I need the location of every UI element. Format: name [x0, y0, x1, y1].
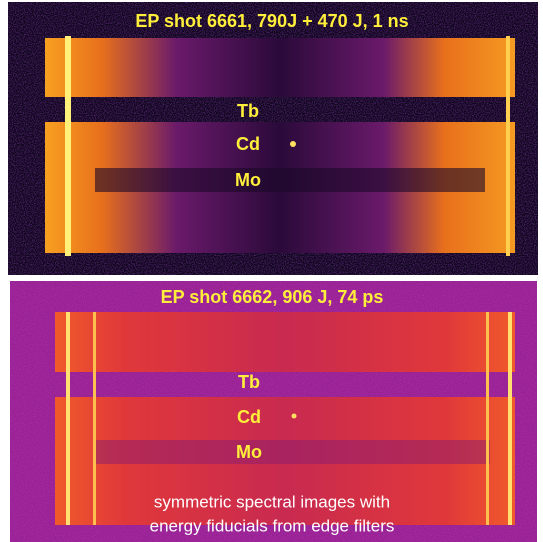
fiducial-line: [93, 312, 96, 525]
filter-shadow: [95, 440, 490, 464]
filter-label: Mo: [236, 442, 262, 462]
page: EP shot 6661, 790J + 470 J, 1 ns Tb Cd M…: [0, 0, 543, 542]
filter-label: Tb: [237, 101, 259, 121]
filter-shadow: [95, 168, 485, 192]
fiducial-line: [65, 36, 71, 256]
filter-label: Cd: [237, 407, 261, 427]
filter-label: Cd: [236, 134, 260, 154]
fiducial-line: [508, 312, 512, 525]
panel-top: EP shot 6661, 790J + 470 J, 1 ns Tb Cd M…: [8, 2, 538, 275]
filter-label: Mo: [235, 170, 261, 190]
spectrum-band: [45, 38, 515, 97]
filter-label: Tb: [238, 372, 260, 392]
panel-bottom: EP shot 6662, 906 J, 74 ps Tb Cd Mo symm…: [10, 281, 537, 542]
caption-line: symmetric spectral images with: [154, 492, 390, 511]
panel-title: EP shot 6661, 790J + 470 J, 1 ns: [135, 11, 408, 31]
spectrum-band: [55, 312, 515, 372]
panel-title: EP shot 6662, 906 J, 74 ps: [161, 287, 384, 307]
caption-line: energy fiducials from edge filters: [150, 516, 395, 535]
fiducial-line: [506, 36, 510, 256]
fiducial-line: [66, 312, 70, 525]
fiducial-line: [486, 312, 489, 525]
source-spot: [290, 141, 296, 147]
figure: EP shot 6661, 790J + 470 J, 1 ns Tb Cd M…: [0, 0, 543, 542]
source-spot: [292, 414, 297, 419]
